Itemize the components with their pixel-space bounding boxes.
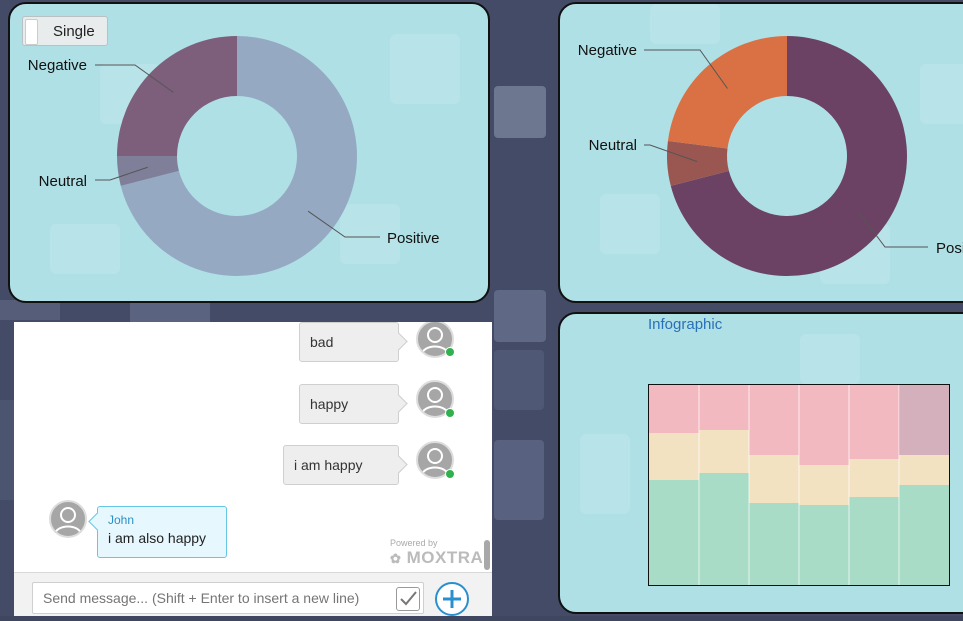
message-composer [14,572,492,616]
single-toggle[interactable]: Single [22,16,108,46]
checkmark-icon [400,591,417,606]
leader-line [857,210,928,248]
slice-label-neutral: Neutral [589,137,637,154]
donut-slice-neutral[interactable] [667,140,729,186]
infographic-stripes [649,385,949,585]
user-icon [54,507,82,535]
stripe-segment-cream [849,459,899,497]
stripe-segment-pink [799,385,849,465]
message-input[interactable] [32,582,424,614]
donut-chart: Positive Neutral Negative [28,36,440,276]
chat-message-outgoing: i am happy [283,445,399,485]
stripe-overlay [899,385,949,455]
toggle-label: Single [53,22,95,40]
sentiment-panel-overall: Posi Neutral Negative [558,2,963,303]
moxtra-logo: ✿ MOXTRA [390,548,483,568]
message-sender: John [108,513,135,527]
donut-slice-neutral[interactable] [117,156,179,186]
stripe-segment-green [649,480,699,585]
stripe-segment-green [799,505,849,585]
donut-slice-positive[interactable] [120,36,357,276]
plus-icon [443,590,461,608]
stripe-segment-pink [749,385,799,455]
infographic-panel: Infographic [558,312,963,614]
donut-slice-negative[interactable] [117,36,237,156]
slice-label-positive: Positive [387,230,440,247]
add-button[interactable] [435,582,469,616]
stripe-segment-pink [899,385,949,455]
infographic-graphic [648,384,950,586]
online-status-icon [445,469,455,479]
stripe-segment-cream [799,465,849,505]
donut-chart: Posi Neutral Negative [578,36,963,276]
check-button[interactable] [396,587,420,611]
slice-label-negative: Negative [28,57,87,74]
online-status-icon [445,408,455,418]
chat-message-outgoing: happy [299,384,399,424]
stripe-segment-pink [649,385,699,433]
chat-message-outgoing: bad [299,322,399,362]
stripe-segment-green [749,503,799,585]
message-text: bad [310,334,334,350]
leader-line [307,210,380,238]
leader-line [644,49,728,89]
donut-slice-negative[interactable] [667,36,787,149]
donut-slice-positive[interactable] [670,36,907,276]
message-text: i am also happy [108,530,207,546]
logo-mark-icon: ✿ [390,551,402,566]
toggle-knob[interactable] [25,19,38,45]
leader-line [95,166,148,181]
brand-name: MOXTRA [406,548,484,567]
stripe-segment-green [899,485,949,585]
leader-line [95,64,174,93]
message-text: i am happy [294,457,363,473]
stripe-segment-cream [699,430,749,473]
stripe-segment-pink [699,385,749,430]
message-text: happy [310,396,349,412]
stripe-segment-cream [899,455,949,485]
avatar [49,500,87,538]
slice-label-negative: Negative [578,42,637,59]
chat-window: bad happy i am happy John i am als [14,322,492,616]
leader-line [644,144,698,163]
stripe-segment-green [849,497,899,585]
sentiment-panel-single: Positive Neutral Negative Single [8,2,490,303]
online-status-icon [445,347,455,357]
stripe-segment-pink [849,385,899,459]
slice-label-positive: Posi [936,240,963,257]
stripe-segment-cream [749,455,799,503]
chat-message-incoming: John i am also happy [97,506,227,558]
stripe-segment-cream [649,433,699,480]
powered-by-label: Powered by [390,538,438,548]
chat-scrollbar[interactable] [484,540,490,570]
slice-label-neutral: Neutral [39,173,87,190]
stripe-segment-green [699,473,749,585]
infographic-title: Infographic [648,316,723,333]
